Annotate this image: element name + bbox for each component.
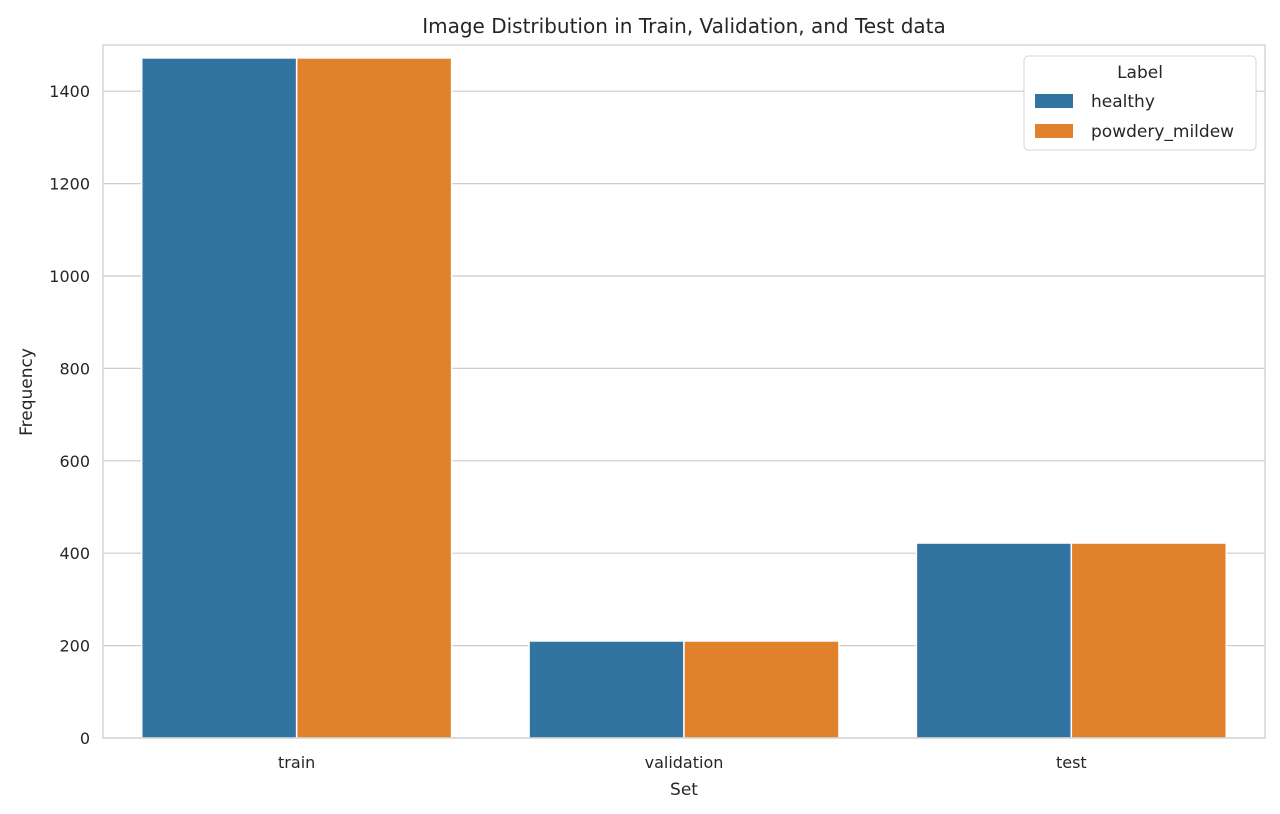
x-tick-label-validation: validation	[645, 753, 724, 772]
y-tick-label-600: 600	[59, 452, 90, 471]
y-ticks: 0 200 400 600 800 1000 1200 1400	[49, 82, 90, 748]
legend-swatch-powdery-mildew	[1035, 124, 1073, 138]
y-tick-label-1000: 1000	[49, 267, 90, 286]
bar-validation-healthy	[528, 640, 685, 739]
bar-test-powdery-mildew	[1070, 542, 1228, 739]
legend-box	[1023, 55, 1257, 151]
plot-frame	[102, 44, 1266, 739]
legend: Label healthy powdery_mildew	[1023, 55, 1257, 151]
legend-label-powdery-mildew: powdery_mildew	[1091, 122, 1234, 142]
y-tick-label-800: 800	[59, 359, 90, 378]
legend-swatch-healthy	[1035, 94, 1073, 108]
y-tick-label-1200: 1200	[49, 175, 90, 194]
x-tick-label-test: test	[1056, 753, 1087, 772]
x-tick-label-train: train	[278, 753, 315, 772]
x-axis-title: Set	[670, 780, 698, 800]
y-tick-label-400: 400	[59, 544, 90, 563]
y-tick-label-0: 0	[80, 729, 90, 748]
bar-train-powdery-mildew	[295, 57, 453, 739]
bar-train-healthy	[140, 57, 298, 739]
bars	[140, 57, 1228, 739]
legend-label-healthy: healthy	[1091, 92, 1155, 112]
y-tick-label-1400: 1400	[49, 82, 90, 101]
bar-test-healthy	[915, 542, 1073, 739]
chart-title: Image Distribution in Train, Validation,…	[422, 14, 946, 38]
y-tick-label-200: 200	[59, 637, 90, 656]
bar-validation-powdery-mildew	[683, 640, 840, 739]
y-axis-title: Frequency	[17, 348, 37, 436]
legend-title: Label	[1117, 63, 1163, 83]
x-ticks: train validation test	[278, 753, 1087, 772]
